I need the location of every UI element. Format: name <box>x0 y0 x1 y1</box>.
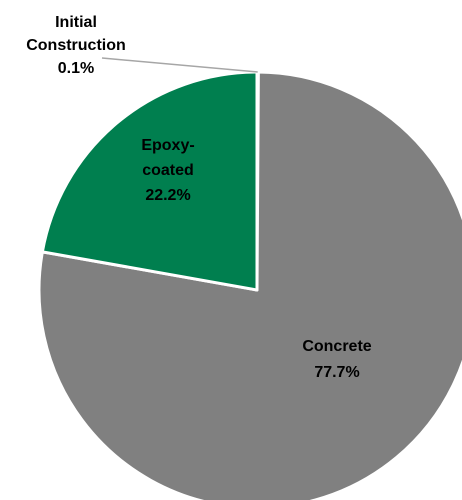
slice-value-label: 77.7% <box>314 364 359 381</box>
pie-slice-concrete <box>37 70 462 500</box>
slice-labels: Initial Construction 0.1% Concrete 77.7% Epox… <box>26 14 372 381</box>
slice-category-label: Concrete <box>302 338 371 355</box>
slice-label: Epoxy-coated 22.2% <box>141 137 194 204</box>
slice-category-label: Construction <box>26 37 126 54</box>
slice-category-label: Initial <box>55 14 97 31</box>
slice-value-label: 22.2% <box>145 187 190 204</box>
slice-label: Initial Construction 0.1% <box>26 14 126 77</box>
leader-lines <box>101 57 258 73</box>
slice-value-label: 0.1% <box>58 60 94 77</box>
leader-line <box>101 57 258 73</box>
slice-category-label: Epoxy- <box>141 137 194 154</box>
slice-category-label: coated <box>142 162 194 179</box>
slice-label: Concrete 77.7% <box>302 338 371 381</box>
pie-slices <box>37 70 462 500</box>
pie-slice-epoxy-coated <box>40 70 259 292</box>
